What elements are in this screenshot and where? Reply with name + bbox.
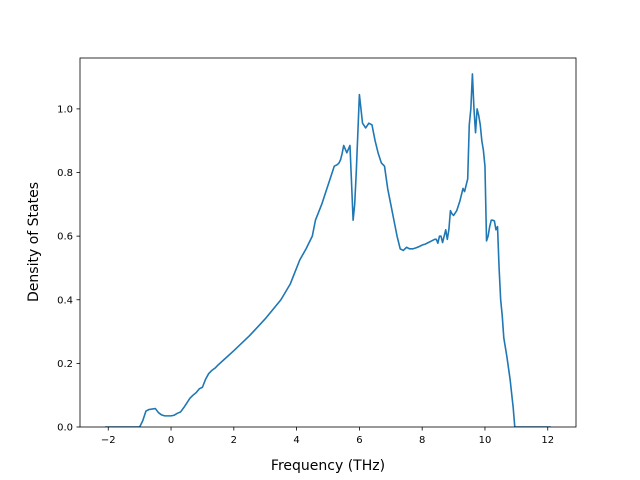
y-tick-label: 0.4: [57, 295, 73, 306]
x-tick-label: 4: [293, 435, 299, 446]
y-tick-label: 0.2: [57, 359, 73, 370]
x-tick-label: 0: [168, 435, 174, 446]
y-tick-label: 0.0: [57, 423, 73, 434]
y-tick-label: 1.0: [57, 104, 73, 115]
x-tick-label: 2: [231, 435, 237, 446]
x-axis-label: Frequency (THz): [271, 458, 385, 474]
y-axis-label: Density of States: [26, 182, 42, 302]
x-tick-label: 8: [419, 435, 425, 446]
axes-frame: [79, 57, 577, 428]
y-axis-ticks: 0.0 0.2 0.4 0.6 0.8 1.0: [57, 104, 80, 434]
x-tick-label: −2: [101, 435, 116, 446]
plot-area: [79, 57, 577, 428]
x-axis-ticks: −2 0 2 4 6 8 10 12: [101, 427, 554, 446]
x-tick-label: 12: [541, 435, 554, 446]
x-tick-label: 10: [479, 435, 492, 446]
x-tick-label: 6: [356, 435, 362, 446]
y-tick-label: 0.8: [57, 168, 73, 179]
dos-series-line-0: [105, 73, 551, 427]
y-tick-label: 0.6: [57, 232, 73, 243]
